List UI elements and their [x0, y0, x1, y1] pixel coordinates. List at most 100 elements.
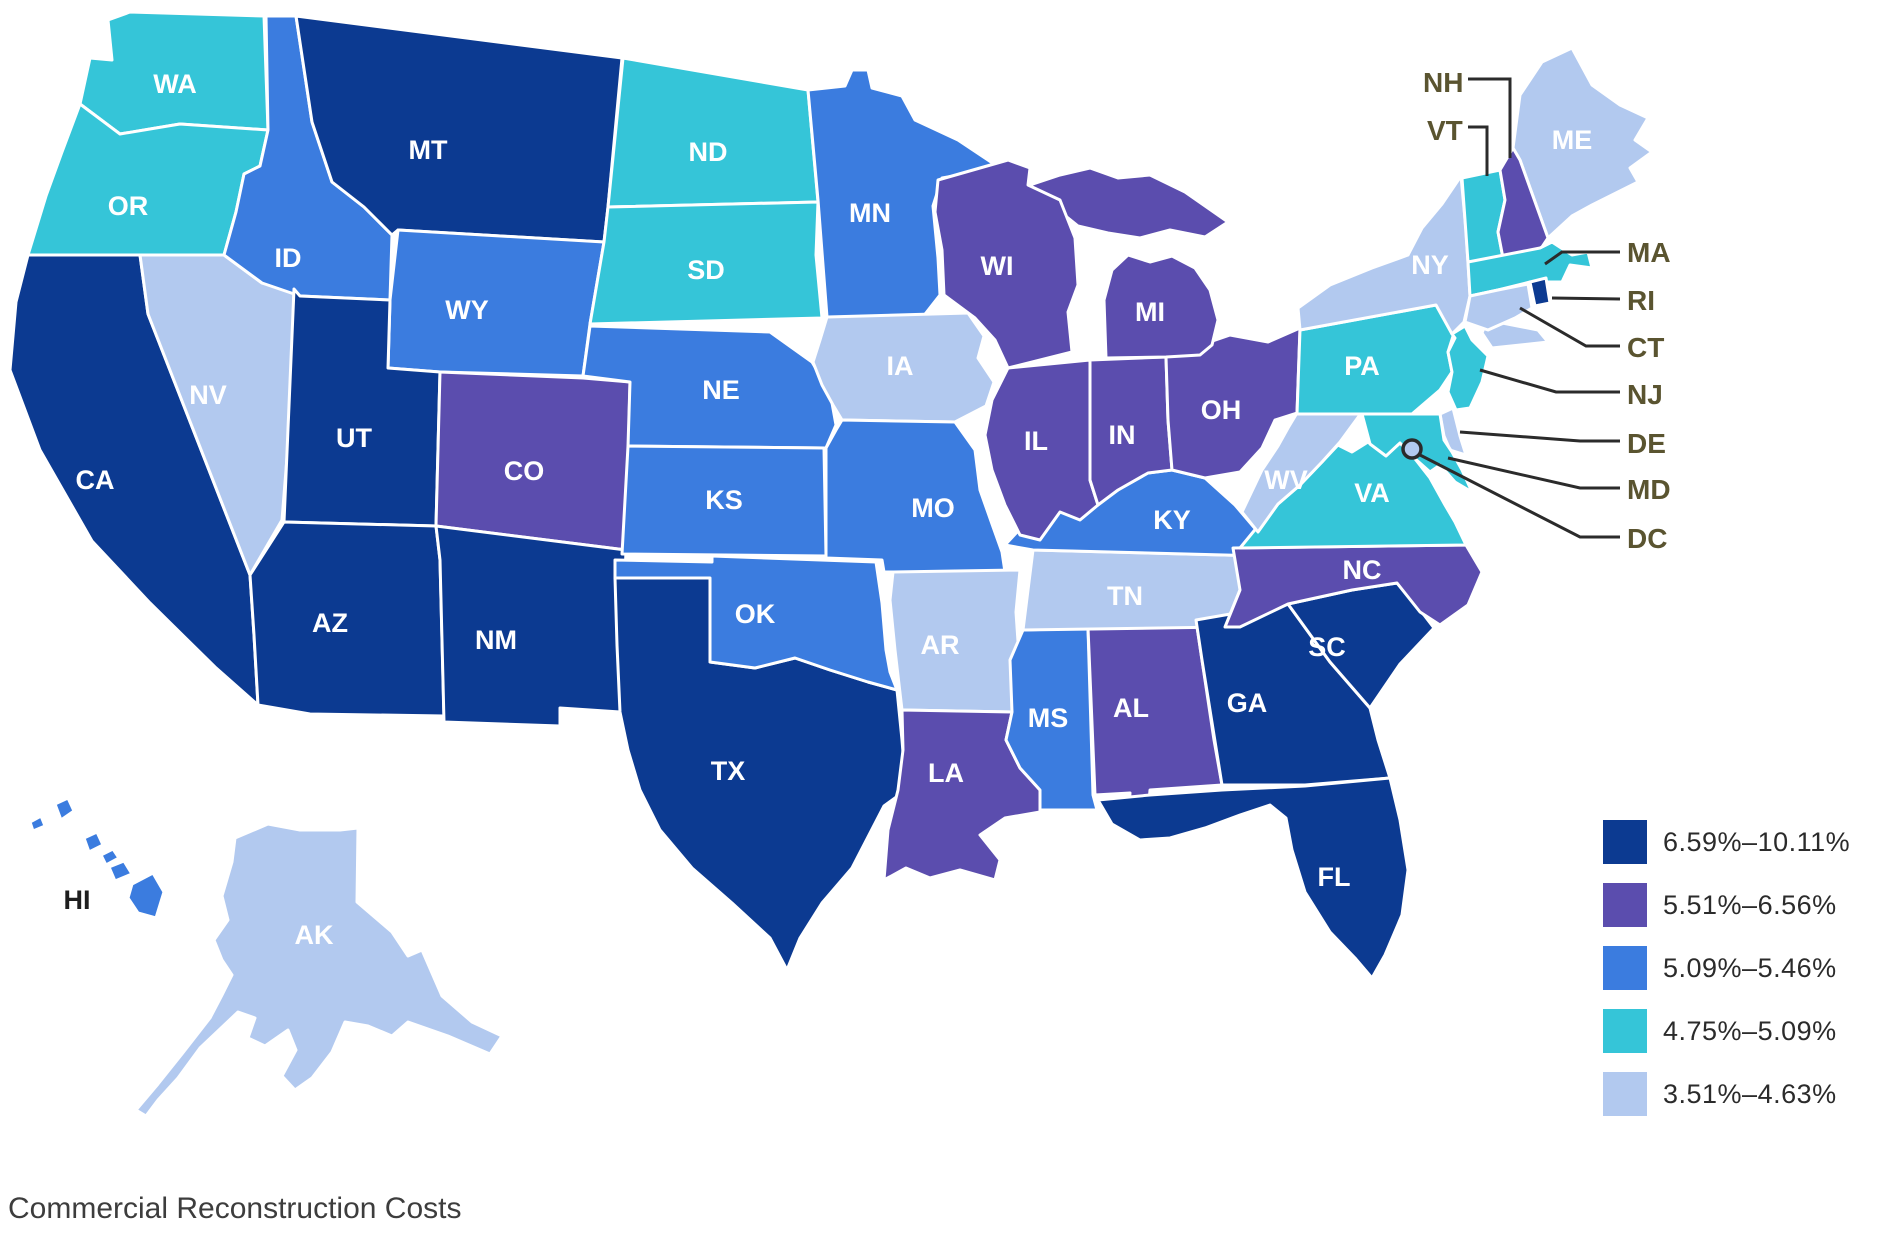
state-ar: AR: [888, 568, 1024, 714]
legend-swatch: [1603, 820, 1647, 864]
callout-vt: VT: [1427, 115, 1489, 176]
state-wa: WA: [78, 10, 270, 136]
callout-ri: RI: [1551, 285, 1655, 316]
state-label-oh: OH: [1201, 395, 1242, 425]
legend-swatch: [1603, 1072, 1647, 1116]
callout-label-ma: MA: [1627, 237, 1671, 268]
callout-md: MD: [1447, 456, 1671, 505]
state-label-la: LA: [928, 758, 964, 788]
state-az: AZ: [248, 520, 446, 718]
state-label-ms: MS: [1028, 703, 1069, 733]
legend-item: 4.75%–5.09%: [1603, 1009, 1850, 1053]
state-label-ia: IA: [887, 351, 914, 381]
state-label-nd: ND: [689, 137, 728, 167]
state-label-id: ID: [275, 243, 302, 273]
legend-item: 5.51%–6.56%: [1603, 883, 1850, 927]
state-label-az: AZ: [312, 608, 348, 638]
chart-title: Commercial Reconstruction Costs: [8, 1192, 462, 1225]
state-ri: [1528, 276, 1552, 308]
legend-swatch: [1603, 883, 1647, 927]
legend-label: 5.51%–6.56%: [1663, 889, 1837, 920]
state-label-ky: KY: [1153, 505, 1191, 535]
state-nd: ND: [606, 56, 820, 209]
state-wy: WY: [386, 228, 606, 378]
callout-ma: MA: [1544, 237, 1671, 268]
state-label-ok: OK: [735, 599, 776, 629]
state-sc: SC: [1286, 581, 1436, 710]
callout-label-md: MD: [1627, 474, 1671, 505]
state-label-wi: WI: [981, 251, 1014, 281]
dc-marker: [1401, 438, 1423, 460]
state-label-nm: NM: [475, 625, 517, 655]
callout-dc: DC: [1419, 453, 1667, 554]
state-label-ca: CA: [76, 465, 115, 495]
legend-label: 6.59%–10.11%: [1663, 826, 1851, 857]
legend: 6.59%–10.11% 5.51%–6.56% 5.09%–5.46% 4.7…: [1603, 820, 1850, 1135]
state-nj: [1446, 324, 1490, 412]
state-sd: SD: [588, 200, 824, 326]
legend-label: 5.09%–5.46%: [1663, 952, 1837, 983]
state-label-ak: AK: [295, 920, 334, 950]
state-pa: PA: [1295, 303, 1457, 416]
legend-item: 3.51%–4.63%: [1603, 1072, 1850, 1116]
callout-label-de: DE: [1627, 428, 1666, 459]
state-label-nv: NV: [189, 380, 227, 410]
state-label-tn: TN: [1107, 581, 1143, 611]
state-label-ny: NY: [1411, 250, 1449, 280]
state-ky: KY: [1003, 468, 1265, 558]
state-label-pa: PA: [1344, 351, 1380, 381]
legend-label: 3.51%–4.63%: [1663, 1078, 1837, 1109]
callout-nj: NJ: [1479, 368, 1663, 410]
state-label-al: AL: [1113, 693, 1149, 723]
state-nm: NM: [434, 524, 628, 728]
state-ks: KS: [620, 444, 828, 558]
state-label-co: CO: [504, 456, 545, 486]
state-ia: IA: [811, 311, 996, 424]
legend-swatch: [1603, 946, 1647, 990]
callout-nh: NH: [1423, 67, 1512, 158]
state-me: ME: [1511, 46, 1654, 240]
legend-item: 6.59%–10.11%: [1603, 820, 1850, 864]
state-fl: FL: [1096, 776, 1410, 980]
state-label-mn: MN: [849, 198, 891, 228]
state-label-ar: AR: [921, 630, 960, 660]
state-label-il: IL: [1024, 426, 1048, 456]
state-hi: HI: [28, 796, 166, 920]
state-la: LA: [882, 708, 1042, 882]
state-il: IL: [983, 358, 1100, 542]
state-mi: MI: [1028, 166, 1230, 360]
callout-label-vt: VT: [1427, 115, 1463, 146]
state-label-ks: KS: [705, 485, 743, 515]
state-label-wv: WV: [1264, 465, 1308, 495]
state-mo: MO: [824, 418, 1007, 574]
legend-swatch: [1603, 1009, 1647, 1053]
state-co: CO: [434, 370, 632, 552]
state-label-ne: NE: [702, 375, 740, 405]
callout-label-dc: DC: [1627, 523, 1667, 554]
state-oh: OH: [1164, 326, 1302, 480]
state-wv: WV: [1240, 368, 1364, 534]
state-label-ga: GA: [1227, 688, 1268, 718]
state-ak: AK: [134, 822, 504, 1118]
state-vt: [1460, 168, 1507, 264]
state-label-sc: SC: [1308, 632, 1346, 662]
state-ok: OK: [613, 554, 899, 692]
state-label-fl: FL: [1318, 862, 1351, 892]
state-label-in: IN: [1109, 420, 1136, 450]
state-label-va: VA: [1354, 478, 1390, 508]
state-or: OR: [26, 102, 270, 257]
state-label-mo: MO: [911, 493, 955, 523]
state-label-hi: HI: [64, 885, 91, 915]
state-label-wa: WA: [153, 69, 197, 99]
state-label-me: ME: [1552, 125, 1593, 155]
state-nc: NC: [1223, 543, 1484, 629]
state-label-mi: MI: [1135, 297, 1165, 327]
legend-label: 4.75%–5.09%: [1663, 1015, 1837, 1046]
state-label-tx: TX: [711, 756, 746, 786]
callout-label-nj: NJ: [1627, 379, 1663, 410]
callout-label-ri: RI: [1627, 285, 1655, 316]
state-label-mt: MT: [409, 135, 448, 165]
callout-label-nh: NH: [1423, 67, 1463, 98]
